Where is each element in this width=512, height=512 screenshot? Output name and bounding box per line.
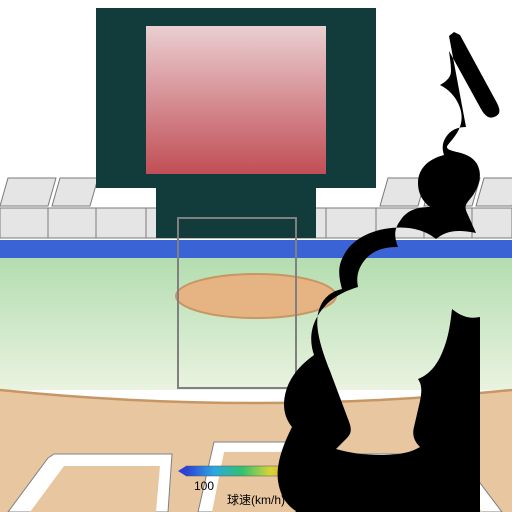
- pitch-chart-scene: 100150球速(km/h): [0, 0, 512, 512]
- upper-stand-segment: [52, 178, 98, 206]
- upper-stand-segment: [0, 178, 56, 206]
- scoreboard-neck: [156, 188, 316, 238]
- outfield-wall: [0, 240, 512, 258]
- scoreboard-screen: [146, 26, 326, 174]
- scene-svg: 100150球速(km/h): [0, 0, 512, 512]
- pitchers-mound: [176, 274, 336, 318]
- legend-label: 球速(km/h): [227, 493, 285, 507]
- legend-tick-min: 100: [194, 479, 214, 493]
